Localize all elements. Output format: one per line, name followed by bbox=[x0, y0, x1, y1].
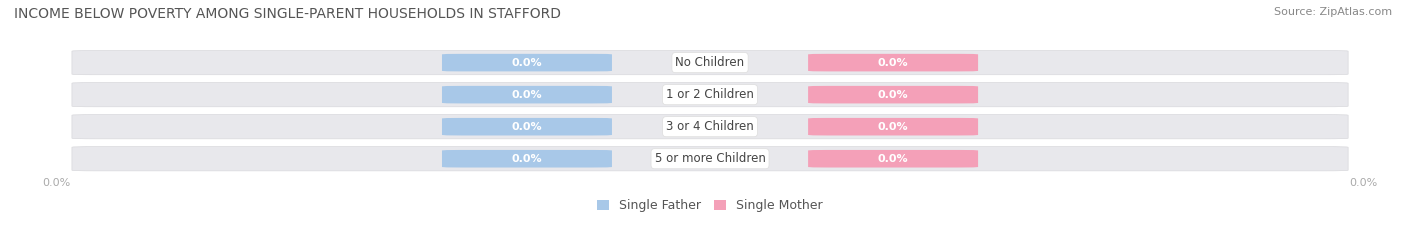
Text: 0.0%: 0.0% bbox=[512, 58, 543, 68]
Text: INCOME BELOW POVERTY AMONG SINGLE-PARENT HOUSEHOLDS IN STAFFORD: INCOME BELOW POVERTY AMONG SINGLE-PARENT… bbox=[14, 7, 561, 21]
FancyBboxPatch shape bbox=[808, 150, 979, 168]
FancyBboxPatch shape bbox=[808, 86, 979, 103]
Text: 1 or 2 Children: 1 or 2 Children bbox=[666, 88, 754, 101]
FancyBboxPatch shape bbox=[441, 118, 612, 135]
Text: 0.0%: 0.0% bbox=[877, 122, 908, 132]
FancyBboxPatch shape bbox=[72, 115, 1348, 139]
FancyBboxPatch shape bbox=[441, 150, 612, 168]
Text: 0.0%: 0.0% bbox=[877, 154, 908, 164]
Text: Source: ZipAtlas.com: Source: ZipAtlas.com bbox=[1274, 7, 1392, 17]
Text: No Children: No Children bbox=[675, 56, 745, 69]
Text: 3 or 4 Children: 3 or 4 Children bbox=[666, 120, 754, 133]
FancyBboxPatch shape bbox=[72, 51, 1348, 75]
FancyBboxPatch shape bbox=[441, 86, 612, 103]
FancyBboxPatch shape bbox=[808, 54, 979, 71]
Text: 0.0%: 0.0% bbox=[512, 122, 543, 132]
FancyBboxPatch shape bbox=[72, 147, 1348, 171]
FancyBboxPatch shape bbox=[72, 82, 1348, 107]
Text: 0.0%: 0.0% bbox=[877, 58, 908, 68]
FancyBboxPatch shape bbox=[808, 118, 979, 135]
Legend: Single Father, Single Mother: Single Father, Single Mother bbox=[592, 194, 828, 217]
Text: 0.0%: 0.0% bbox=[877, 90, 908, 100]
Text: 0.0%: 0.0% bbox=[512, 90, 543, 100]
Text: 5 or more Children: 5 or more Children bbox=[655, 152, 765, 165]
FancyBboxPatch shape bbox=[441, 54, 612, 71]
Text: 0.0%: 0.0% bbox=[512, 154, 543, 164]
